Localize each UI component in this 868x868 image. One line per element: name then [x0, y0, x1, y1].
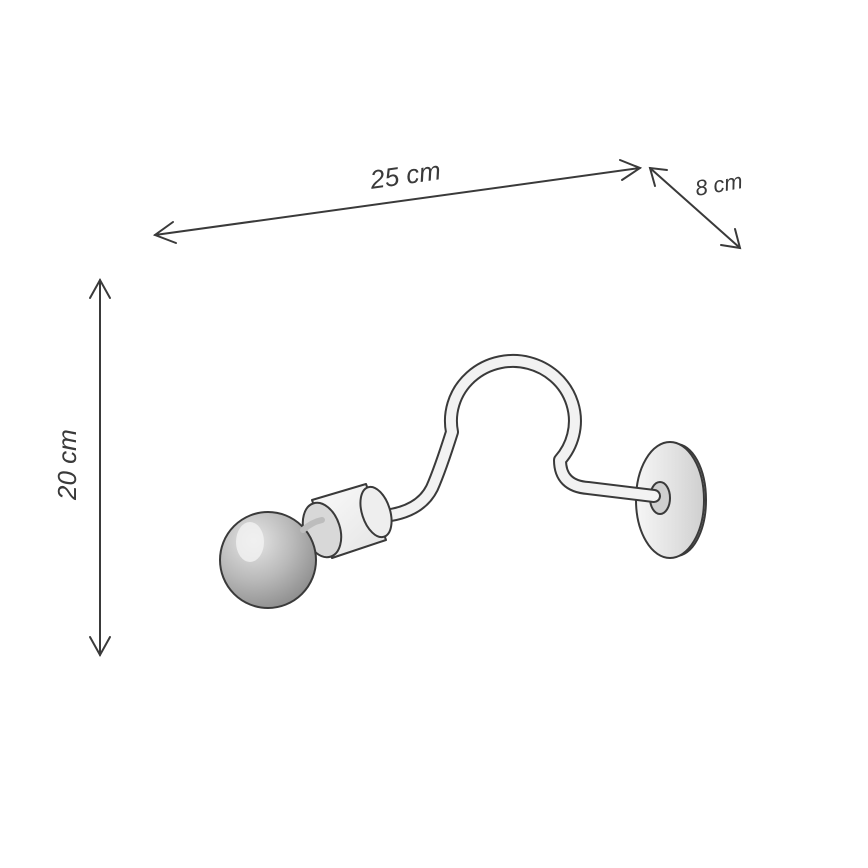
arm [372, 361, 654, 518]
diagram-svg [0, 0, 868, 868]
dimension-lines [90, 160, 740, 655]
dimension-width [155, 160, 640, 243]
product-drawing [220, 361, 706, 608]
diagram-canvas: 25 cm 8 cm 20 cm [0, 0, 868, 868]
dimension-depth [650, 168, 740, 248]
bulb [220, 512, 322, 608]
dimension-height [90, 280, 110, 655]
